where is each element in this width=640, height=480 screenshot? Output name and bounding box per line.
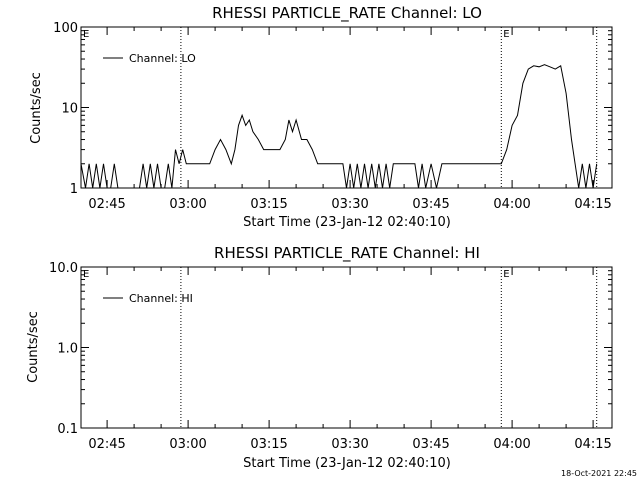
series-line	[80, 64, 598, 189]
x-tick-label: 04:00	[493, 437, 530, 452]
x-tick-label: 02:45	[88, 437, 125, 452]
event-marker-label: E	[503, 269, 509, 280]
chart-title: RHESSI PARTICLE_RATE Channel: HI	[214, 244, 480, 263]
x-tick-label: 03:00	[169, 437, 206, 452]
legend-label: Channel: HI	[129, 292, 193, 305]
x-axis-label: Start Time (23-Jan-12 02:40:10)	[243, 215, 451, 230]
footer-timestamp: 18-Oct-2021 22:45	[561, 469, 637, 478]
x-tick-label: 03:45	[412, 437, 449, 452]
y-axis-label: Counts/sec	[29, 72, 44, 144]
y-tick-label: 1.0	[57, 342, 78, 357]
event-marker-label: E	[503, 29, 509, 40]
chart-title: RHESSI PARTICLE_RATE Channel: LO	[212, 4, 482, 23]
chart-panel-lo: RHESSI PARTICLE_RATE Channel: LO Counts/…	[29, 4, 613, 230]
x-tick-label: 03:30	[331, 437, 368, 452]
y-tick-label: 10	[61, 102, 78, 117]
y-tick-label: 10.0	[49, 261, 78, 276]
y-tick-label: 100	[53, 21, 78, 36]
x-tick-label: 04:00	[493, 197, 530, 212]
x-tick-label: 03:45	[412, 197, 449, 212]
x-tick-label: 03:00	[169, 197, 206, 212]
event-marker-label: E	[83, 29, 89, 40]
y-tick-label: 1	[70, 182, 78, 197]
x-tick-label: 02:45	[88, 197, 125, 212]
y-axis-label: Counts/sec	[26, 311, 41, 383]
legend-label: Channel: LO	[129, 52, 196, 65]
x-tick-label: 04:15	[574, 197, 611, 212]
event-marker-label: E	[83, 269, 89, 280]
y-tick-label: 0.1	[57, 422, 78, 437]
chart-panel-hi: RHESSI PARTICLE_RATE Channel: HI Counts/…	[26, 244, 613, 471]
x-tick-label: 03:15	[250, 437, 287, 452]
x-tick-label: 04:15	[574, 437, 611, 452]
x-tick-label: 03:30	[331, 197, 368, 212]
x-tick-label: 03:15	[250, 197, 287, 212]
x-axis-label: Start Time (23-Jan-12 02:40:10)	[243, 456, 451, 471]
